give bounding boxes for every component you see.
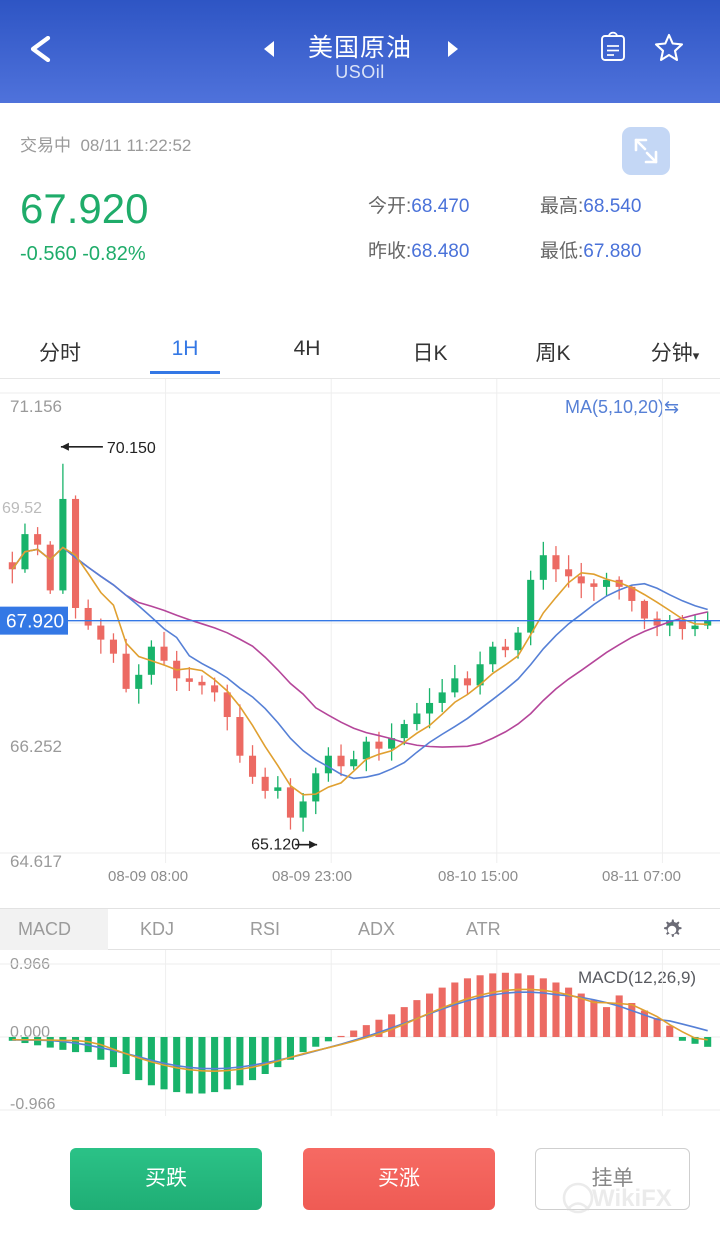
svg-text:67.920: 67.920 xyxy=(6,612,64,633)
svg-text:WikiFX: WikiFX xyxy=(592,1185,672,1212)
svg-text:69.52: 69.52 xyxy=(2,500,42,517)
svg-text:65.120: 65.120 xyxy=(251,837,300,854)
svg-text:70.150: 70.150 xyxy=(107,440,156,457)
